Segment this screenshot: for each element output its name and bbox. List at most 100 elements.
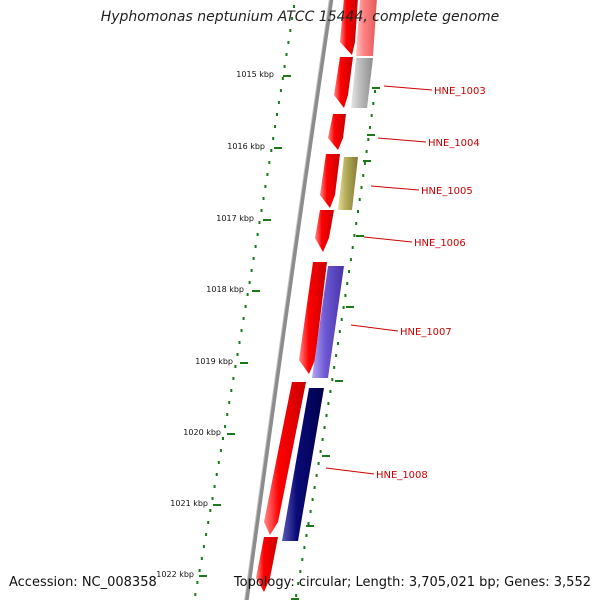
ruler-dot — [215, 473, 218, 476]
ruler-dot — [323, 426, 326, 429]
ruler-dot — [293, 5, 295, 8]
ruler-dot — [297, 582, 300, 585]
ruler-dot — [360, 186, 363, 189]
ruler-dot — [327, 402, 330, 405]
ruler-dot — [242, 317, 245, 320]
ruler-dot — [287, 41, 290, 44]
gene-leader-line — [377, 137, 427, 143]
ruler-dot — [226, 413, 229, 416]
ruler-dot — [363, 162, 366, 165]
ruler-tick — [335, 380, 343, 382]
ruler-label: 1022 kbp — [156, 570, 194, 579]
ruler-label: 1018 kbp — [206, 285, 244, 294]
cds-forward[interactable] — [328, 114, 346, 150]
ruler-tick — [199, 575, 207, 577]
ruler-dot — [355, 222, 358, 225]
gene-label-hne_1004[interactable]: HNE_1004 — [428, 138, 480, 149]
gene-leader-line — [363, 236, 413, 243]
ruler-tick — [322, 455, 330, 457]
cds-forward[interactable] — [315, 210, 334, 252]
ruler-dot — [256, 233, 259, 236]
genome-backbone — [244, 0, 334, 600]
ruler-dot — [232, 377, 235, 380]
cds-reverse[interactable] — [312, 266, 344, 378]
ruler-tick — [263, 219, 271, 221]
ruler-dot — [357, 210, 359, 213]
ruler-tick — [227, 433, 235, 435]
ruler-dot — [281, 77, 284, 80]
gene-label-hne_1003[interactable]: HNE_1003 — [434, 86, 486, 97]
gene-label-hne_1006[interactable]: HNE_1006 — [414, 238, 466, 249]
cds-forward[interactable] — [264, 382, 306, 535]
ruler-dot — [219, 449, 222, 452]
ruler-dot — [248, 281, 251, 284]
ruler-dot — [337, 342, 339, 345]
ruler-dot — [307, 522, 310, 525]
ruler-dot — [369, 126, 371, 129]
ruler-dot — [200, 557, 203, 560]
ruler-dot — [342, 306, 345, 309]
cds-reverse[interactable] — [338, 157, 358, 210]
ruler-tick — [356, 235, 364, 237]
ruler-dot — [230, 389, 233, 392]
ruler-tick — [252, 290, 260, 292]
ruler-dot — [372, 102, 375, 105]
ruler-dot — [374, 90, 376, 93]
ruler-dot — [194, 593, 197, 596]
ruler-dot — [346, 282, 349, 285]
ruler-dot — [228, 401, 231, 404]
ruler-dot — [250, 269, 253, 272]
ruler-dot — [283, 65, 286, 68]
ruler-dot — [325, 414, 328, 417]
ruler-dot — [303, 546, 306, 549]
ruler-dot — [262, 197, 265, 200]
cds-forward[interactable] — [256, 537, 278, 592]
ruler-dot — [338, 330, 341, 333]
cds-forward[interactable] — [320, 154, 340, 208]
ruler-dot — [340, 318, 343, 321]
ruler-dot — [367, 138, 370, 141]
ruler-dot — [279, 89, 282, 92]
ruler-tick — [213, 504, 221, 506]
ruler: 1015 kbp 1016 kbp 1017 kbp 1018 kbp 1019 kbp… — [156, 5, 380, 600]
cds-forward[interactable] — [340, 0, 358, 55]
ruler-dot — [246, 293, 249, 296]
accession-label: Accession: NC_008358 — [9, 575, 157, 590]
ruler-label: 1015 kbp — [236, 70, 274, 79]
cds-reverse[interactable] — [282, 388, 324, 541]
gene-label-hne_1008[interactable]: HNE_1008 — [376, 470, 428, 481]
ruler-dot — [196, 581, 199, 584]
gene-leader-line — [325, 467, 375, 475]
ruler-label: 1016 kbp — [227, 142, 265, 151]
ruler-tick — [291, 598, 299, 600]
ruler-dot — [285, 53, 288, 56]
ruler-dot — [266, 173, 269, 176]
cds-reverse[interactable] — [351, 58, 373, 108]
ruler-dot — [258, 221, 261, 224]
ruler-dot — [236, 353, 239, 356]
ruler-dot — [222, 437, 224, 440]
ruler-dot — [301, 558, 304, 561]
forward-strand-track — [256, 0, 358, 592]
ruler-tick — [240, 362, 248, 364]
ruler-dot — [335, 354, 338, 357]
gene-label-hne_1007[interactable]: HNE_1007 — [400, 327, 452, 338]
ruler-dot — [358, 198, 361, 201]
cds-forward[interactable] — [334, 57, 353, 108]
ruler-dot — [331, 378, 334, 381]
cds-forward[interactable] — [299, 262, 327, 374]
ruler-dot — [268, 161, 271, 164]
genome-summary: Topology: circular; Length: 3,705,021 bp… — [233, 575, 591, 590]
ruler-dot — [270, 149, 273, 152]
ruler-dot — [277, 101, 280, 104]
ruler-dot — [272, 137, 275, 140]
ruler-dot — [315, 474, 318, 477]
ruler-dot — [238, 341, 241, 344]
genome-title: Hyphomonas neptunium ATCC 15444, complet… — [100, 9, 500, 25]
ruler-dot — [211, 497, 214, 500]
ruler-dot — [274, 125, 277, 128]
cds-reverse[interactable] — [356, 0, 377, 56]
ruler-tick — [363, 160, 371, 162]
gene-label-hne_1005[interactable]: HNE_1005 — [421, 186, 473, 197]
